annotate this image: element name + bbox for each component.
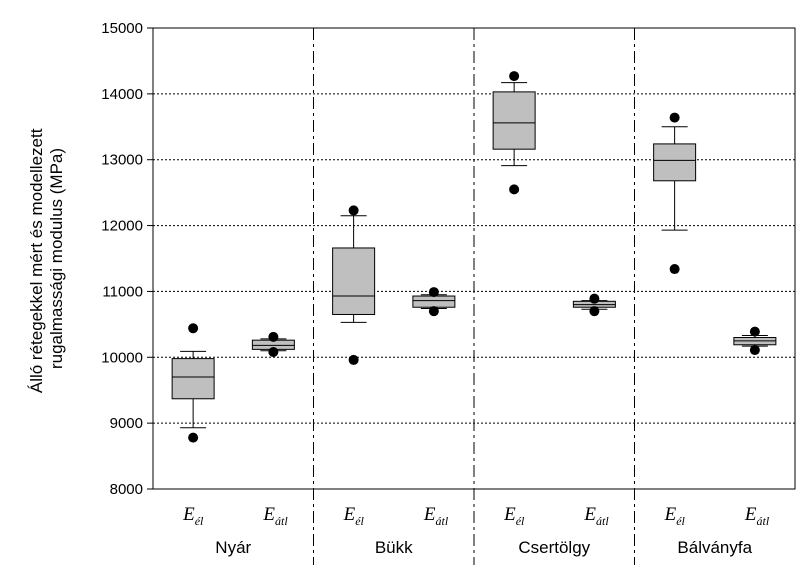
outlier-point — [428, 306, 439, 317]
outlier-point — [268, 347, 279, 358]
series-label-main: E — [343, 504, 356, 525]
box-4-1 — [653, 112, 697, 275]
group-label: Nyár — [215, 538, 251, 557]
outlier-point — [669, 264, 680, 275]
y-tick-label: 8000 — [110, 481, 143, 498]
box-1-1 — [171, 323, 215, 443]
y-tick-label: 11000 — [102, 283, 143, 300]
box-2-1 — [332, 205, 376, 365]
y-axis-label-line-2: rugalmassági modulus (MPa) — [47, 148, 66, 369]
box-3-2 — [572, 293, 616, 317]
series-label: Eél — [343, 504, 365, 528]
outlier-point — [188, 323, 199, 334]
series-label-main: E — [182, 504, 195, 525]
series-label-sub: átl — [275, 514, 288, 528]
series-label: Eél — [503, 504, 525, 528]
y-axis-label-line-1: Álló rétegekkel mért és modellezett — [27, 128, 46, 393]
y-tick-label: 15000 — [101, 20, 143, 37]
y-axis: 8000 9000 10000 11000 12000 13000 14000 15000 — [101, 20, 153, 498]
outlier-point — [428, 287, 439, 298]
outlier-point — [268, 331, 279, 342]
outlier-point — [669, 112, 680, 123]
series-label-sub: átl — [435, 514, 448, 528]
outlier-point — [509, 184, 520, 195]
series-label: Eél — [182, 504, 204, 528]
box-iqr — [492, 91, 536, 150]
series-label-sub: él — [195, 514, 204, 528]
outlier-point — [348, 205, 359, 216]
outlier-point — [589, 293, 600, 304]
y-tick-label: 10000 — [101, 349, 143, 366]
group-label: Csertölgy — [518, 538, 590, 557]
series-label-main: E — [583, 504, 596, 525]
y-axis-label: Álló rétegekkel mért és modellezett ruga… — [27, 124, 66, 393]
y-tick-label: 13000 — [101, 152, 143, 169]
y-tick-label: 9000 — [110, 415, 143, 432]
series-label: Eátl — [262, 504, 288, 528]
series-label-sub: él — [516, 514, 525, 528]
box-3-1 — [492, 71, 536, 195]
plot-frame — [152, 27, 796, 490]
y-tick-label: 12000 — [101, 218, 143, 235]
outlier-point — [589, 306, 600, 317]
outlier-point — [509, 71, 520, 82]
boxes — [171, 71, 777, 443]
group-separators — [313, 28, 635, 565]
box-iqr — [171, 358, 215, 400]
series-label: Eátl — [744, 504, 770, 528]
box-iqr — [653, 143, 697, 182]
series-label-sub: él — [355, 514, 364, 528]
box-4-2 — [733, 326, 777, 356]
series-label-main: E — [262, 504, 275, 525]
group-label: Bükk — [375, 538, 413, 557]
series-label-main: E — [423, 504, 436, 525]
y-tick-label: 14000 — [101, 86, 143, 103]
box-iqr — [412, 295, 456, 308]
group-label: Bálványfa — [677, 538, 752, 557]
series-label-sub: átl — [596, 514, 609, 528]
series-label-sub: él — [676, 514, 685, 528]
box-iqr — [332, 247, 376, 315]
series-label-sub: átl — [756, 514, 769, 528]
series-label: Eátl — [583, 504, 609, 528]
box-1-2 — [251, 331, 295, 358]
outlier-point — [749, 345, 760, 356]
series-label: Eátl — [423, 504, 449, 528]
series-label-main: E — [503, 504, 516, 525]
outlier-point — [348, 354, 359, 365]
box-2-2 — [412, 287, 456, 317]
series-label-main: E — [664, 504, 677, 525]
series-label-main: E — [744, 504, 757, 525]
outlier-point — [749, 326, 760, 337]
series-label: Eél — [664, 504, 686, 528]
outlier-point — [188, 432, 199, 443]
